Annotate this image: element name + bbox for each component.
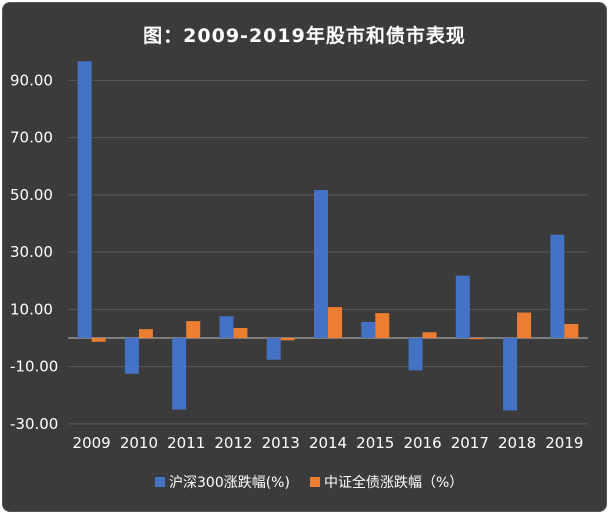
bar-csi300 [455, 275, 470, 338]
bar-csi300 [124, 338, 139, 374]
x-tick-label: 2011 [167, 434, 205, 452]
y-tick-label: 10.00 [10, 300, 53, 318]
x-tick-label: 2010 [120, 434, 158, 452]
bar-csi300 [408, 338, 423, 371]
bar-csi300 [550, 234, 565, 338]
x-tick-label: 2017 [451, 434, 489, 452]
bar-csi300 [172, 338, 187, 410]
legend-label: 中证全债涨跌幅（%） [324, 474, 463, 491]
x-tick-label: 2009 [73, 434, 111, 452]
x-tick-label: 2015 [356, 434, 394, 452]
bar-bond-index [469, 338, 484, 340]
x-tick-label: 2019 [545, 434, 583, 452]
y-tick-label: 90.00 [10, 71, 53, 89]
bar-csi300 [266, 338, 281, 360]
x-tick-label: 2018 [498, 434, 536, 452]
y-tick-label: 70.00 [10, 129, 53, 147]
bar-bond-index [422, 332, 437, 338]
bar-csi300 [503, 338, 518, 411]
bar-bond-index [186, 321, 201, 338]
x-tick-label: 2014 [309, 434, 347, 452]
bar-csi300 [314, 190, 328, 338]
bar-bond-index [233, 327, 248, 338]
y-tick-label: -10.00 [10, 358, 58, 376]
y-tick-label: 30.00 [10, 243, 53, 261]
bar-bond-index [91, 338, 106, 342]
x-tick-label: 2012 [214, 434, 252, 452]
chart-frame: 图：2009-2019年股市和债市表现 [2, 2, 607, 512]
bar-bond-index [517, 312, 532, 338]
bar-csi300 [219, 316, 234, 338]
chart-title: 图：2009-2019年股市和债市表现 [143, 25, 466, 47]
y-tick-label: 50.00 [10, 186, 53, 204]
legend-label: 沪深300涨跌幅(%) [169, 475, 290, 491]
bar-csi300 [361, 321, 376, 338]
x-tick-label: 2016 [403, 434, 441, 452]
bar-csi300 [77, 61, 92, 338]
bar-bond-index [564, 323, 579, 338]
x-tick-label: 2013 [262, 434, 300, 452]
legend-swatch [155, 477, 165, 487]
bar-bond-index [138, 329, 153, 338]
y-tick-label: -30.00 [10, 415, 58, 433]
bar-bond-index [280, 338, 295, 341]
legend-swatch [310, 477, 320, 487]
bar-bond-index [375, 313, 390, 338]
bar-bond-index [328, 307, 342, 338]
